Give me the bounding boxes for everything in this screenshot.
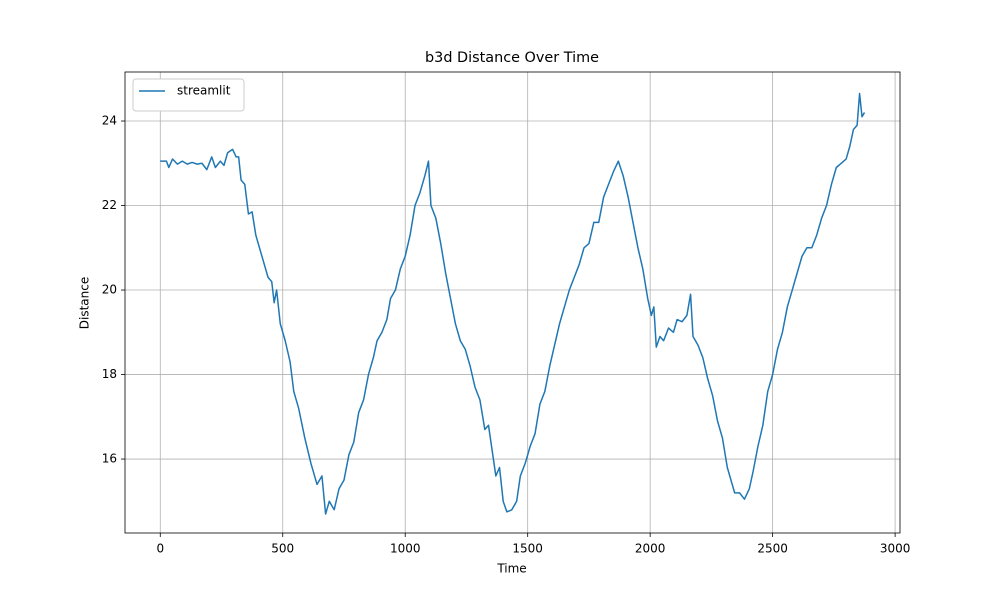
x-tick-label: 0 — [156, 542, 164, 556]
x-tick-label: 3000 — [880, 542, 911, 556]
axes-frame — [124, 71, 901, 534]
x-tick-label: 1500 — [512, 542, 543, 556]
y-tick-label: 24 — [102, 114, 117, 128]
y-tick-label: 20 — [102, 283, 117, 297]
data-line — [160, 92, 866, 515]
x-tick-label: 2500 — [757, 542, 788, 556]
legend-box — [132, 78, 245, 112]
x-axis-label: Time — [496, 562, 526, 576]
y-tick-label: 18 — [102, 367, 117, 381]
y-tick-label: 22 — [102, 198, 117, 212]
legend-label: streamlit — [177, 84, 231, 98]
chart-title: b3d Distance Over Time — [425, 50, 599, 66]
x-tick-label: 500 — [271, 542, 294, 556]
x-tick-label: 2000 — [635, 542, 666, 556]
x-tick-label: 1000 — [390, 542, 421, 556]
y-axis-label: Distance — [78, 277, 92, 329]
y-tick-label: 16 — [102, 452, 117, 466]
